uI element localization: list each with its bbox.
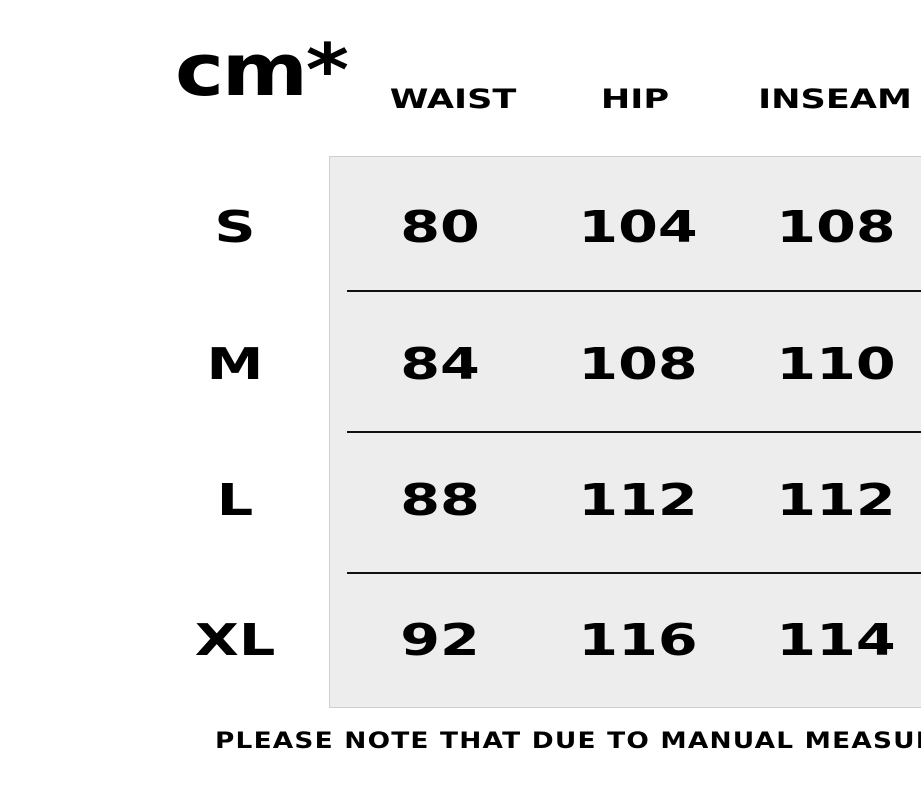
table-cell-inseam: 110 xyxy=(776,339,896,390)
unit-label: cm* xyxy=(175,28,349,112)
table-cell-inseam: 108 xyxy=(776,202,896,253)
table-cell-hip: 116 xyxy=(578,615,698,666)
table-cell-waist: 92 xyxy=(400,615,480,666)
column-header-inseam: INSEAM xyxy=(758,84,912,115)
row-divider xyxy=(347,290,921,292)
size-label: XL xyxy=(194,615,276,666)
table-cell-hip: 112 xyxy=(578,475,698,526)
size-label: S xyxy=(214,202,256,253)
column-header-waist: WAIST xyxy=(389,84,517,115)
row-divider xyxy=(347,572,921,574)
table-cell-waist: 80 xyxy=(400,202,480,253)
table-cell-waist: 88 xyxy=(400,475,480,526)
table-cell-waist: 84 xyxy=(400,339,480,390)
column-header-hip: HIP xyxy=(600,84,670,115)
size-label: M xyxy=(206,339,264,390)
measurement-note: PLEASE NOTE THAT DUE TO MANUAL MEASURI xyxy=(215,729,921,754)
size-label: L xyxy=(216,475,254,526)
table-cell-inseam: 114 xyxy=(776,615,896,666)
table-cell-hip: 104 xyxy=(578,202,698,253)
row-divider xyxy=(347,431,921,433)
table-cell-inseam: 112 xyxy=(776,475,896,526)
table-cell-hip: 108 xyxy=(578,339,698,390)
